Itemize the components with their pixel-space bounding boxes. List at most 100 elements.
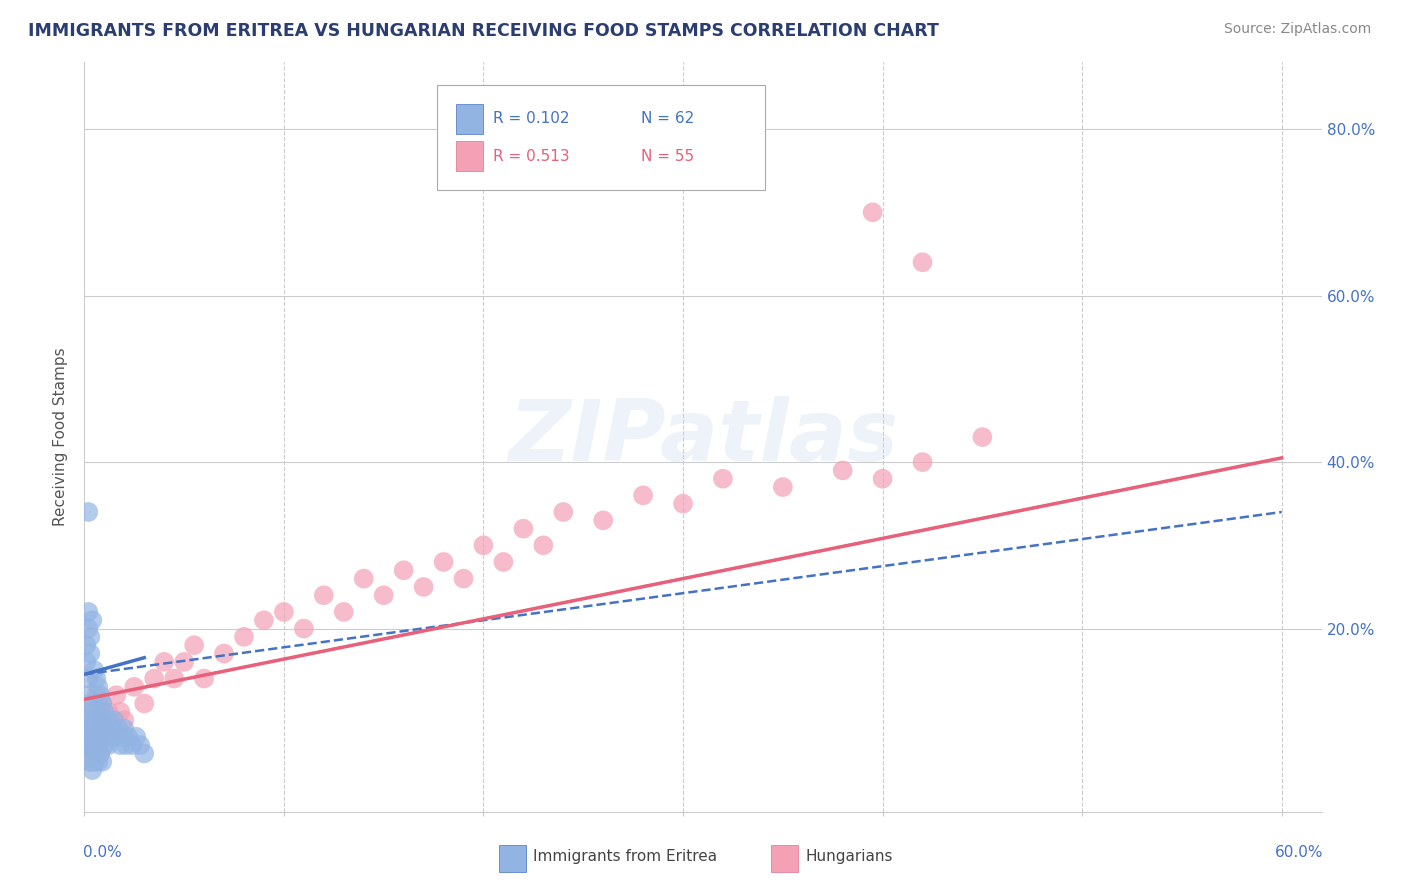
- Point: [91, 697, 114, 711]
- Point: [83, 730, 105, 744]
- Point: [872, 472, 894, 486]
- Point: [79, 630, 101, 644]
- Point: [772, 480, 794, 494]
- Point: [273, 605, 295, 619]
- Point: [97, 705, 120, 719]
- Point: [93, 713, 115, 727]
- Point: [89, 722, 111, 736]
- Point: [83, 738, 105, 752]
- Point: [117, 730, 139, 744]
- Point: [333, 605, 356, 619]
- Point: [93, 705, 115, 719]
- Point: [77, 505, 100, 519]
- Point: [134, 747, 156, 761]
- Point: [112, 730, 135, 744]
- Point: [312, 588, 335, 602]
- Point: [112, 722, 135, 736]
- Point: [143, 672, 166, 686]
- Point: [862, 205, 884, 219]
- Point: [91, 697, 114, 711]
- Point: [96, 730, 118, 744]
- Point: [183, 638, 205, 652]
- Point: [77, 672, 100, 686]
- Point: [87, 738, 110, 752]
- Point: [373, 588, 395, 602]
- Point: [122, 680, 145, 694]
- Point: [631, 488, 654, 502]
- Text: Source: ZipAtlas.com: Source: ZipAtlas.com: [1223, 22, 1371, 37]
- Point: [212, 647, 235, 661]
- Point: [77, 705, 100, 719]
- Point: [83, 738, 105, 752]
- Point: [711, 472, 734, 486]
- Point: [75, 747, 97, 761]
- Point: [173, 655, 195, 669]
- Point: [87, 755, 110, 769]
- Point: [110, 738, 132, 752]
- Point: [101, 722, 124, 736]
- Point: [87, 713, 110, 727]
- Point: [93, 722, 115, 736]
- Point: [75, 713, 97, 727]
- Point: [553, 505, 575, 519]
- Point: [87, 713, 110, 727]
- Point: [93, 738, 115, 752]
- Point: [97, 713, 120, 727]
- Point: [77, 605, 100, 619]
- Text: IMMIGRANTS FROM ERITREA VS HUNGARIAN RECEIVING FOOD STAMPS CORRELATION CHART: IMMIGRANTS FROM ERITREA VS HUNGARIAN REC…: [28, 22, 939, 40]
- Point: [91, 755, 114, 769]
- Point: [86, 747, 108, 761]
- Point: [82, 705, 104, 719]
- Point: [82, 763, 104, 777]
- Text: 0.0%: 0.0%: [83, 846, 122, 861]
- Bar: [456, 141, 482, 171]
- Text: R = 0.513: R = 0.513: [492, 149, 569, 163]
- Point: [82, 730, 104, 744]
- Point: [353, 572, 375, 586]
- Point: [592, 513, 614, 527]
- Point: [125, 730, 148, 744]
- Point: [79, 647, 101, 661]
- Point: [89, 688, 111, 702]
- Point: [82, 747, 104, 761]
- Bar: [770, 846, 799, 871]
- Point: [153, 655, 176, 669]
- Point: [89, 747, 111, 761]
- Bar: [456, 103, 482, 134]
- Point: [121, 738, 143, 752]
- Point: [86, 705, 108, 719]
- Point: [77, 722, 100, 736]
- Point: [115, 738, 138, 752]
- Point: [75, 638, 97, 652]
- Point: [89, 747, 111, 761]
- Point: [82, 613, 104, 627]
- Point: [79, 755, 101, 769]
- Point: [110, 705, 132, 719]
- Point: [392, 563, 415, 577]
- Point: [911, 255, 934, 269]
- Text: Hungarians: Hungarians: [806, 849, 893, 864]
- Point: [86, 688, 108, 702]
- Point: [98, 722, 121, 736]
- Point: [163, 672, 186, 686]
- Point: [292, 622, 315, 636]
- Point: [107, 722, 129, 736]
- Point: [79, 738, 101, 752]
- Point: [75, 738, 97, 752]
- Point: [253, 613, 276, 627]
- Point: [112, 713, 135, 727]
- Point: [86, 730, 108, 744]
- Point: [77, 722, 100, 736]
- Point: [672, 497, 695, 511]
- Point: [111, 730, 134, 744]
- Point: [77, 622, 100, 636]
- Point: [79, 697, 101, 711]
- Point: [91, 730, 114, 744]
- Point: [89, 730, 111, 744]
- Point: [77, 738, 100, 752]
- Point: [82, 713, 104, 727]
- Text: N = 55: N = 55: [641, 149, 695, 163]
- Point: [77, 688, 100, 702]
- Point: [105, 730, 128, 744]
- Point: [79, 722, 101, 736]
